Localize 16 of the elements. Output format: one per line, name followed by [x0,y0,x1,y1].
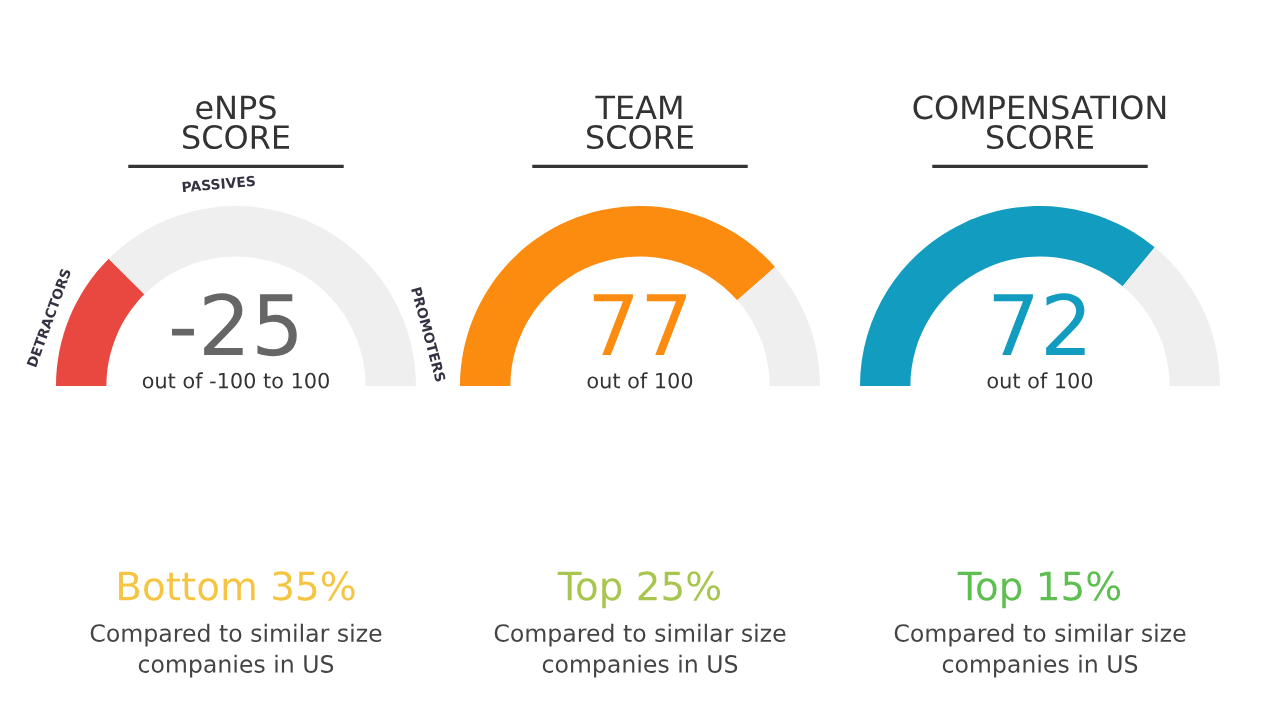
text: out of 100 [587,372,693,389]
text: Compared to similar size companies in US [90,623,382,678]
chart-title: COMPENSATION SCORE [913,95,1166,150]
text: Compared to similar size companies in US [494,623,786,678]
chart-title: TEAM SCORE [587,95,693,150]
text: PASSIVES [182,175,256,193]
chart-title: eNPS SCORE [183,95,289,150]
text: 72 [993,293,1085,355]
text: Top 15% [957,571,1121,609]
text: Bottom 35% [119,571,355,601]
text: -25 [172,293,297,357]
text: 77 [593,294,686,355]
text: out of -100 to 100 [142,372,329,389]
text: Top 25% [557,571,721,609]
text: out of 100 [987,372,1093,389]
text: Compared to similar size companies in US [894,623,1186,678]
